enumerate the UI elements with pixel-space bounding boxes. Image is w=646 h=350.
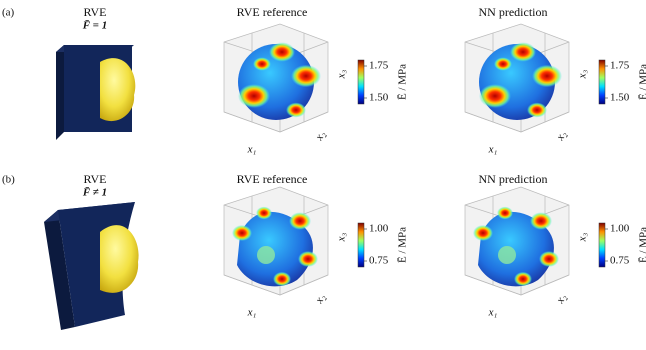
plot-title: NN prediction bbox=[479, 5, 548, 19]
axis-label: x₃ bbox=[577, 69, 589, 79]
plot-title: NN prediction bbox=[479, 172, 548, 186]
axis-label: x₂ bbox=[554, 129, 569, 144]
dimple bbox=[498, 246, 516, 264]
hot-spot bbox=[291, 64, 321, 88]
rve-condition: F̄ = 1 bbox=[82, 20, 107, 32]
rve-block bbox=[56, 45, 136, 140]
hot-spot bbox=[269, 42, 295, 62]
panel-label: (a) bbox=[2, 7, 15, 19]
surface bbox=[478, 211, 554, 287]
energy-surface bbox=[473, 206, 559, 287]
energy-surface bbox=[238, 42, 321, 120]
axis-label: x₃ bbox=[336, 232, 348, 242]
axis-label: x₂ bbox=[313, 292, 328, 307]
energy-surface bbox=[479, 42, 562, 120]
colorbar-label: Ē / MPa bbox=[397, 227, 409, 263]
colorbar-tick-label: 1.50 bbox=[610, 92, 630, 104]
hot-spot bbox=[253, 57, 271, 71]
colorbar-tick-label: 1.75 bbox=[369, 60, 389, 72]
colorbar bbox=[357, 222, 365, 268]
colorbar bbox=[598, 222, 606, 268]
block-side bbox=[56, 45, 64, 140]
colorbar-tick-label: 1.50 bbox=[369, 92, 389, 104]
hot-lobe bbox=[289, 212, 311, 230]
axis-label: x₁ bbox=[247, 144, 257, 156]
colorbar-label: Ē / MPa bbox=[397, 64, 409, 100]
colorbar-tick-label: 0.75 bbox=[610, 255, 630, 267]
hot-spot bbox=[286, 102, 306, 118]
rve-block bbox=[44, 202, 139, 330]
energy-surface bbox=[232, 206, 318, 287]
hot-lobe bbox=[539, 251, 559, 267]
axis-label: x₂ bbox=[313, 129, 328, 144]
hot-lobe bbox=[514, 271, 532, 287]
hot-lobe bbox=[473, 225, 493, 241]
hot-lobe bbox=[497, 206, 513, 220]
plot-title: RVE reference bbox=[237, 5, 308, 19]
colorbar-tick-label: 1.75 bbox=[610, 60, 630, 72]
axis-label: x₁ bbox=[488, 307, 498, 319]
inclusion bbox=[100, 58, 136, 122]
hot-lobe bbox=[273, 271, 291, 287]
hot-spot bbox=[479, 84, 511, 108]
colorbar-tick-label: 0.75 bbox=[369, 255, 389, 267]
hot-spot bbox=[494, 57, 512, 71]
colorbar-label: Ē / MPa bbox=[638, 227, 646, 263]
hot-lobe bbox=[232, 225, 252, 241]
colorbar bbox=[598, 59, 606, 105]
block-side bbox=[44, 210, 75, 330]
hot-lobe bbox=[530, 212, 552, 230]
inclusion bbox=[100, 225, 139, 293]
axis-label: x₁ bbox=[247, 307, 257, 319]
colorbar-tick-label: 1.00 bbox=[369, 223, 389, 235]
axis-label: x₃ bbox=[577, 232, 589, 242]
hot-spot bbox=[532, 64, 562, 88]
panel-label: (b) bbox=[2, 174, 15, 186]
hot-spot bbox=[238, 84, 270, 108]
hot-spot bbox=[527, 102, 547, 118]
plot-title: RVE reference bbox=[237, 172, 308, 186]
axis-label: x₂ bbox=[554, 292, 569, 307]
surface bbox=[237, 211, 313, 287]
hot-lobe bbox=[298, 251, 318, 267]
colorbar-tick-label: 1.00 bbox=[610, 223, 630, 235]
colorbar bbox=[357, 59, 365, 105]
dimple bbox=[257, 246, 275, 264]
hot-lobe bbox=[256, 206, 272, 220]
rve-title: RVE bbox=[83, 172, 106, 186]
colorbar-label: Ē / MPa bbox=[638, 64, 646, 100]
rve-condition: F̄ ≠ 1 bbox=[82, 187, 107, 199]
rve-title: RVE bbox=[83, 5, 106, 19]
hot-spot bbox=[510, 42, 536, 62]
axis-label: x₁ bbox=[488, 144, 498, 156]
axis-label: x₃ bbox=[336, 69, 348, 79]
